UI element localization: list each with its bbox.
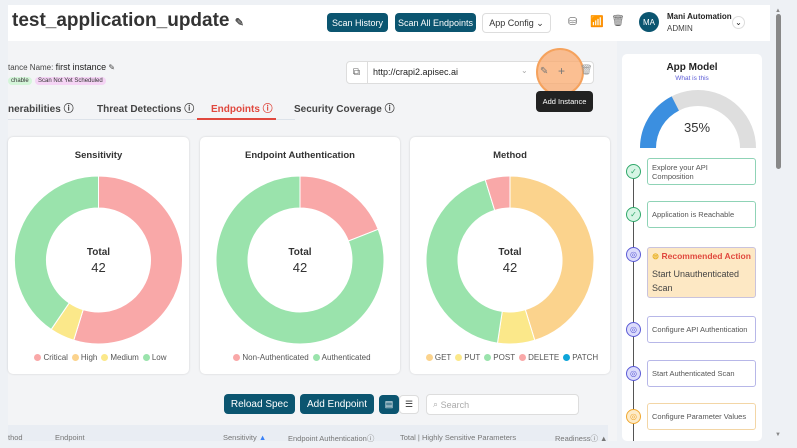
tab-security-coverage[interactable]: Security Coverage ⓘ: [294, 104, 395, 115]
slice-get[interactable]: [509, 175, 595, 341]
add-instance-icon[interactable]: +: [558, 64, 566, 78]
avatar[interactable]: MA: [639, 12, 659, 32]
donut-total-value: 42: [91, 260, 105, 275]
slice-post[interactable]: [425, 179, 503, 344]
donut-total-value: 42: [293, 260, 307, 275]
legend-item[interactable]: Non-Authenticated: [229, 353, 309, 362]
legend-item[interactable]: Critical: [30, 353, 68, 362]
step-status-icon: ◎: [626, 409, 641, 424]
user-role: ADMIN: [667, 24, 693, 33]
step-card[interactable]: Start Authenticated Scan: [647, 360, 756, 387]
tab-endpoints[interactable]: Endpoints ⓘ: [211, 104, 273, 115]
user-menu-chevron-icon[interactable]: ⌄: [732, 16, 745, 29]
step-status-icon: ✓: [626, 207, 641, 222]
scan-status-badge: Scan Not Yet Scheduled: [35, 77, 106, 85]
legend-item[interactable]: Medium: [97, 353, 139, 362]
what-is-this-link[interactable]: What is this: [675, 75, 709, 82]
sensitivity-donut: Total 42: [14, 175, 183, 345]
app-config-dropdown[interactable]: App Config ⌄: [482, 13, 551, 33]
chart-legend: GET PUT POST DELETE PATCH: [410, 353, 610, 362]
legend-item[interactable]: PUT: [451, 353, 480, 362]
scan-history-button[interactable]: Scan History: [327, 13, 388, 32]
col-sensitivity[interactable]: Sensitivity ▲: [223, 433, 267, 442]
legend-item[interactable]: Low: [139, 353, 167, 362]
instance-url-select[interactable]: http://crapi2.apisec.ai: [373, 67, 459, 77]
auth-card: Endpoint Authentication Total 42 Non-Authen…: [200, 137, 400, 374]
donut-total: Total: [87, 247, 110, 258]
method-donut: Total 42: [425, 175, 595, 345]
col-auth[interactable]: Endpoint Authenticationⓘ: [288, 434, 375, 443]
page-title: test_application_update ✎: [12, 10, 244, 31]
chart-legend: Non-Authenticated Authenticated: [200, 353, 400, 362]
col-method[interactable]: thod: [8, 433, 23, 442]
sensitivity-card: Sensitivity Total 42 Critical High Medium Low: [8, 137, 189, 374]
legend-item[interactable]: GET: [422, 353, 451, 362]
search-icon: ⌕: [433, 399, 439, 409]
slice-delete[interactable]: [484, 175, 511, 211]
tooltip: Add Instance: [536, 91, 593, 112]
chevron-down-icon: ⌄: [536, 17, 544, 28]
step-card[interactable]: Application is Reachable: [647, 201, 756, 228]
step-status-icon: ◎: [626, 247, 641, 262]
sort-icon: ▲: [258, 433, 267, 442]
step-status-icon: ◎: [626, 322, 641, 337]
progress-gauge: [640, 90, 756, 148]
chart-icon[interactable]: 📶: [590, 16, 604, 28]
edit-instance-icon[interactable]: ✎: [108, 63, 116, 72]
gauge-fill: [640, 96, 679, 148]
instance-selector: [346, 61, 594, 84]
slice-low[interactable]: [14, 175, 99, 331]
legend-item[interactable]: DELETE: [515, 353, 559, 362]
copy-icon[interactable]: ⧉: [346, 61, 368, 84]
step-card[interactable]: Explore your API Composition: [647, 158, 756, 185]
legend-item[interactable]: Authenticated: [309, 353, 371, 362]
step-card[interactable]: Configure API Authentication: [647, 316, 756, 343]
reachable-badge: chable: [8, 77, 32, 85]
slice-non-authenticated[interactable]: [299, 175, 379, 242]
timeline-line: [633, 165, 634, 441]
add-endpoint-button[interactable]: Add Endpoint: [300, 394, 374, 414]
col-endpoint[interactable]: Endpoint: [55, 433, 85, 442]
progress-label: 35%: [683, 120, 711, 135]
auth-donut: Total 42: [215, 175, 385, 345]
donut-total: Total: [288, 247, 311, 258]
legend-item[interactable]: High: [68, 353, 97, 362]
step-status-icon: ◎: [626, 366, 641, 381]
table-header: [8, 425, 608, 441]
instance-name: tance Name: first instance ✎: [8, 62, 116, 72]
search-input[interactable]: ⌕ Search: [426, 394, 579, 415]
active-tab-indicator: [197, 118, 276, 120]
step-card[interactable]: Configure Parameter Values: [647, 403, 756, 430]
donut-total: Total: [498, 247, 521, 258]
col-params[interactable]: Total | Highly Sensitive Parameters: [400, 433, 517, 442]
step-status-icon: ✓: [626, 164, 641, 179]
tab-divider: [8, 119, 295, 120]
tab-threat-detections[interactable]: Threat Detections ⓘ: [97, 104, 195, 115]
edit-icon[interactable]: ✎: [234, 17, 244, 29]
list-view-icon[interactable]: ☰: [399, 395, 419, 414]
legend-item[interactable]: PATCH: [559, 353, 598, 362]
delete-instance-icon[interactable]: 🗑: [580, 65, 593, 76]
slice-authenticated[interactable]: [215, 175, 385, 345]
step-card[interactable]: ⊜ Recommended Action Start Unauthenticate…: [647, 247, 756, 298]
chevron-down-icon[interactable]: ⌄: [521, 66, 528, 75]
reload-spec-button[interactable]: Reload Spec: [224, 394, 295, 414]
trash-icon[interactable]: 🗑: [611, 15, 625, 27]
slice-critical[interactable]: [73, 175, 183, 345]
scan-all-endpoints-button[interactable]: Scan All Endpoints: [395, 13, 476, 32]
tab-vulnerabilities[interactable]: nerabilities ⓘ: [8, 104, 74, 115]
edit-url-icon[interactable]: ✎: [540, 66, 549, 77]
method-card: Method Total 42 GET PUT POST DELETE PATCH: [410, 137, 610, 374]
col-readiness[interactable]: Readinessⓘ ▲: [555, 434, 608, 443]
legend-item[interactable]: POST: [480, 353, 515, 362]
database-icon[interactable]: ⛁: [568, 16, 578, 28]
chart-legend: Critical High Medium Low: [8, 353, 189, 362]
user-name: Mani Automation: [667, 12, 732, 21]
scrollbar[interactable]: ▲ ▼: [775, 8, 781, 438]
table-view-icon[interactable]: ▤: [379, 395, 399, 414]
app-model-title: App Model: [666, 62, 718, 73]
donut-total-value: 42: [503, 260, 517, 275]
